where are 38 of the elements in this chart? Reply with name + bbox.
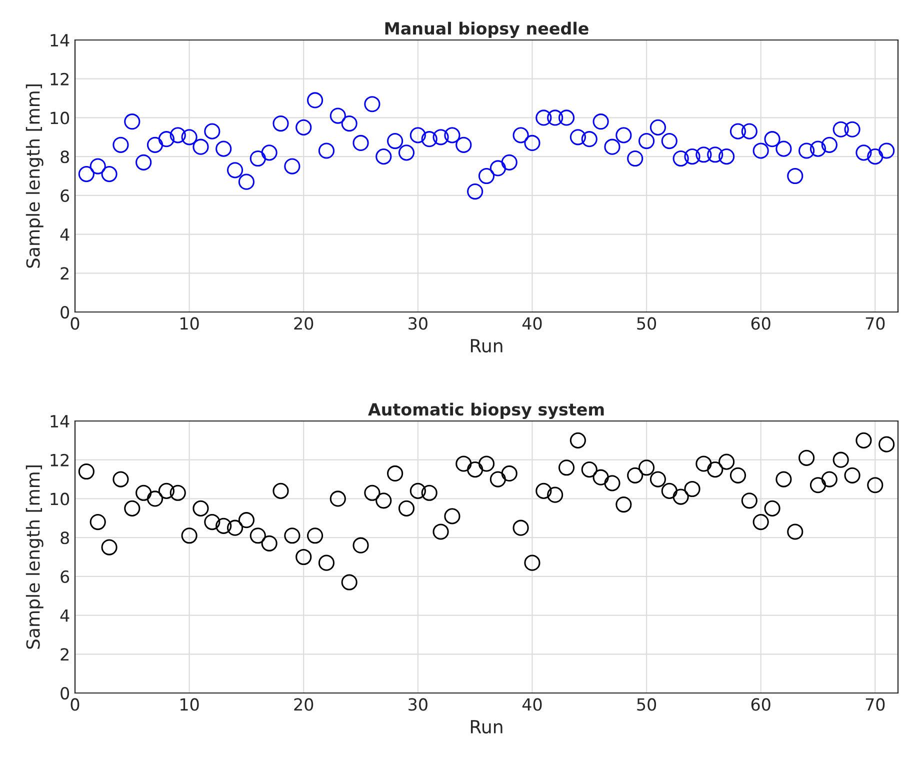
y-tick-label: 4 xyxy=(60,609,70,622)
x-tick-label: 40 xyxy=(522,317,542,330)
x-tick-label: 20 xyxy=(294,698,314,711)
x-tick-label: 70 xyxy=(866,317,885,330)
x-tick-label: 0 xyxy=(70,698,80,711)
x-axis-title: Run xyxy=(470,339,502,353)
y-tick-label: 8 xyxy=(60,150,69,164)
y-tick-label: 2 xyxy=(60,648,68,660)
y-axis-title: Sample length [mm] xyxy=(26,466,44,649)
y-axis-title: Sample length [mm] xyxy=(26,84,44,268)
y-tick-label: 12 xyxy=(50,454,68,466)
x-tick-label: 50 xyxy=(637,698,656,711)
x-tick-label: 60 xyxy=(751,317,770,330)
x-tick-label: 70 xyxy=(866,698,885,711)
x-axis-title: Run xyxy=(470,720,502,734)
y-tick-label: 8 xyxy=(60,532,69,544)
y-tick-label: 6 xyxy=(60,189,70,202)
x-tick-label: 60 xyxy=(751,698,770,711)
chart-title: Automatic biopsy system xyxy=(368,402,604,420)
y-tick-label: 0 xyxy=(60,686,70,700)
y-tick-label: 10 xyxy=(50,492,70,506)
y-tick-label: 6 xyxy=(60,570,70,583)
x-tick-label: 10 xyxy=(180,317,199,330)
y-tick-label: 10 xyxy=(50,112,70,124)
y-tick-label: 4 xyxy=(60,228,70,241)
x-tick-label: 40 xyxy=(522,698,542,711)
y-tick-label: 14 xyxy=(50,34,70,46)
x-tick-label: 30 xyxy=(408,317,428,330)
x-tick-label: 20 xyxy=(294,317,314,330)
x-tick-label: 0 xyxy=(70,317,80,330)
x-tick-label: 50 xyxy=(637,317,656,330)
y-tick-label: 2 xyxy=(60,267,68,280)
y-tick-label: 0 xyxy=(60,306,70,319)
y-tick-label: 12 xyxy=(50,72,68,86)
y-tick-label: 14 xyxy=(50,415,70,428)
chart-title: Manual biopsy needle xyxy=(385,22,588,38)
x-tick-label: 30 xyxy=(408,698,428,711)
x-tick-label: 10 xyxy=(180,698,199,711)
